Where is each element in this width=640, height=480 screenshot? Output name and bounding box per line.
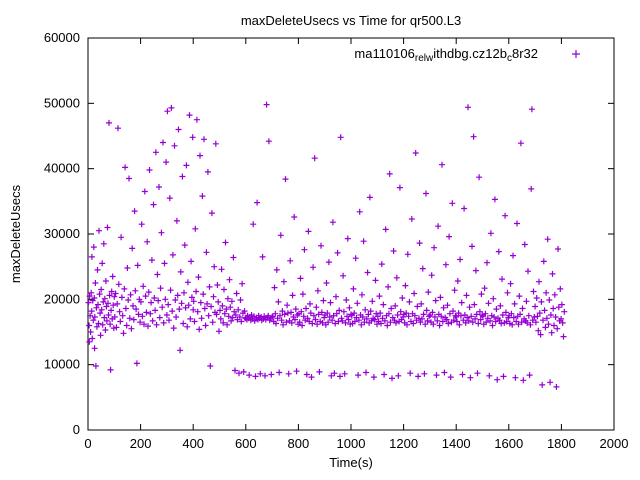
chart-title: maxDeleteUsecs vs Time for qr500.L3 (241, 13, 461, 28)
legend-label-text: ithdbg.cz12b (433, 46, 507, 61)
legend-label-subscript: w (425, 53, 434, 64)
y-axis-ticks: 0 10000 20000 30000 40000 50000 60000 (44, 30, 614, 437)
y-tick-label: 60000 (44, 30, 80, 45)
y-tick-label: 50000 (44, 95, 80, 110)
x-tick-label: 0 (84, 436, 91, 451)
x-tick-label: 1200 (389, 436, 418, 451)
x-tick-label: 200 (130, 436, 152, 451)
legend-label: ma110106rel​w​ithdbg.cz12bc​8r32 (354, 46, 538, 64)
x-axis-label: Time(s) (329, 455, 373, 470)
x-axis-ticks: 0 200 400 600 800 1000 1200 1400 1600 1800 2000 (84, 38, 628, 451)
x-tick-label: 1600 (494, 436, 523, 451)
x-tick-label: 2000 (600, 436, 629, 451)
legend-label-subscript: rel (415, 53, 426, 64)
y-tick-label: 10000 (44, 357, 80, 372)
x-tick-label: 600 (235, 436, 257, 451)
legend-marker-icon (572, 50, 580, 58)
y-tick-label: 30000 (44, 226, 80, 241)
data-points-series (85, 101, 568, 390)
plot-border (87, 37, 615, 431)
y-tick-label: 0 (73, 422, 80, 437)
legend-entry: ma110106rel​w​ithdbg.cz12bc​8r32 (354, 46, 580, 64)
x-tick-label: 1000 (337, 436, 366, 451)
x-tick-label: 800 (288, 436, 310, 451)
x-tick-label: 1800 (547, 436, 576, 451)
y-tick-label: 20000 (44, 291, 80, 306)
y-tick-label: 40000 (44, 161, 80, 176)
legend-label-subscript: c (507, 53, 512, 64)
scatter-series (85, 101, 568, 390)
x-tick-label: 400 (182, 436, 204, 451)
legend-label-text: ma110106 (354, 46, 414, 61)
x-tick-label: 1400 (442, 436, 471, 451)
y-axis-label: maxDeleteUsecs (8, 184, 23, 283)
legend-label-text: 8r32 (512, 46, 538, 61)
